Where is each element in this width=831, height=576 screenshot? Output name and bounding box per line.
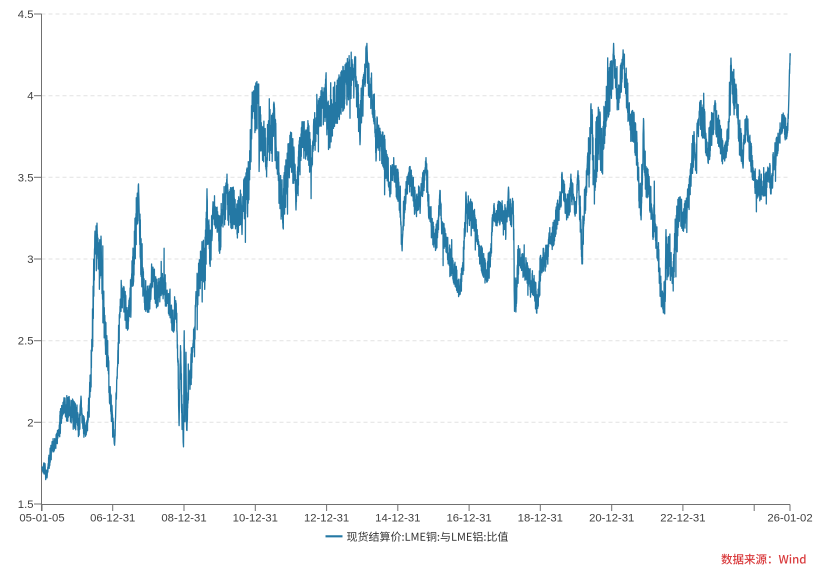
- svg-text:08-12-31: 08-12-31: [161, 513, 206, 525]
- svg-text:14-12-31: 14-12-31: [375, 513, 420, 525]
- svg-text:3: 3: [27, 254, 33, 266]
- svg-text:18-12-31: 18-12-31: [518, 513, 563, 525]
- svg-text:1.5: 1.5: [18, 499, 34, 511]
- svg-text:26-01-02: 26-01-02: [767, 513, 812, 525]
- svg-text:16-12-31: 16-12-31: [446, 513, 491, 525]
- svg-text:4.5: 4.5: [18, 9, 34, 21]
- svg-text:12-12-31: 12-12-31: [304, 513, 349, 525]
- svg-text:22-12-31: 22-12-31: [660, 513, 705, 525]
- svg-text:4: 4: [27, 91, 33, 103]
- svg-text:06-12-31: 06-12-31: [90, 513, 135, 525]
- svg-text:2: 2: [27, 417, 33, 429]
- svg-text:05-01-05: 05-01-05: [19, 513, 64, 525]
- svg-text:10-12-31: 10-12-31: [233, 513, 278, 525]
- svg-text:20-12-31: 20-12-31: [589, 513, 634, 525]
- svg-text:3.5: 3.5: [18, 172, 34, 184]
- svg-text:2.5: 2.5: [18, 336, 34, 348]
